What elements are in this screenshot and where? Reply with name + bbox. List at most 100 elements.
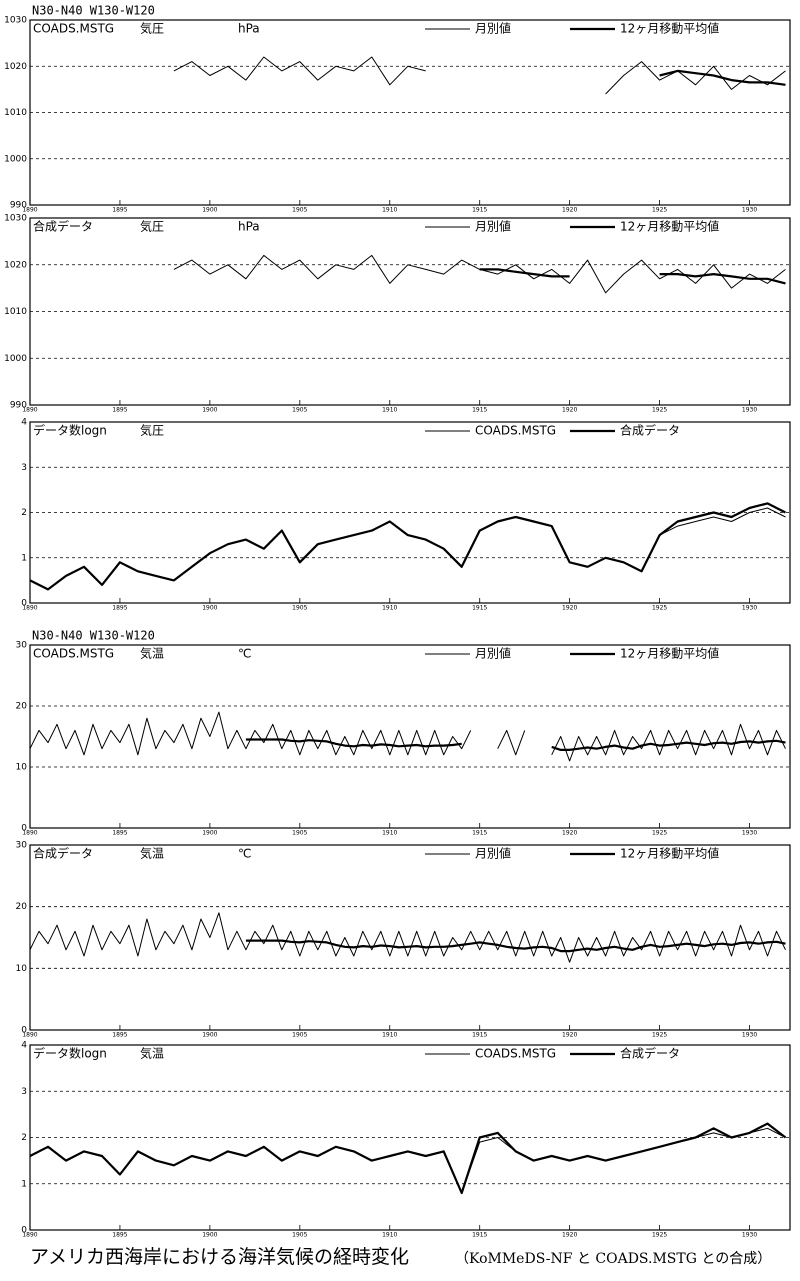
x-tick-label: 1900 [202, 605, 217, 612]
x-tick-label: 1905 [292, 207, 307, 214]
source-label: データ数logn [33, 1046, 107, 1061]
y-tick-label: 1020 [4, 62, 27, 72]
variable-label: 気温 [140, 1046, 164, 1061]
legend-label: 12ヶ月移動平均値 [620, 219, 719, 234]
y-tick-label: 2 [21, 508, 27, 518]
y-tick-label: 0 [21, 599, 27, 609]
y-tick-label: 30 [16, 841, 28, 851]
x-tick-label: 1890 [22, 207, 37, 214]
x-tick-label: 1920 [562, 1032, 577, 1039]
x-tick-label: 1915 [472, 1032, 487, 1039]
series-line [29, 507, 786, 590]
y-tick-label: 30 [16, 641, 28, 651]
y-tick-label: 1010 [4, 307, 27, 317]
source-label: 合成データ [33, 846, 93, 861]
y-tick-label: 0 [21, 1026, 27, 1036]
x-tick-label: 1920 [562, 1232, 577, 1239]
x-tick-label: 1920 [562, 830, 577, 837]
series-line [29, 711, 786, 762]
legend-label: 12ヶ月移動平均値 [620, 846, 719, 861]
variable-label: 気圧 [140, 21, 164, 36]
x-tick-label: 1930 [742, 830, 757, 837]
plot-frame [29, 644, 791, 829]
y-tick-label: 1020 [4, 260, 27, 270]
source-label: データ数logn [33, 423, 107, 438]
x-tick-label: 1915 [472, 605, 487, 612]
x-tick-label: 1905 [292, 1232, 307, 1239]
series-line [29, 502, 786, 591]
legend-label: 月別値 [475, 21, 511, 36]
x-tick-label: 1910 [382, 407, 397, 414]
y-tick-label: 0 [21, 824, 27, 834]
y-tick-label: 1010 [4, 108, 27, 118]
unit-label: hPa [238, 220, 260, 234]
series-line [29, 1122, 787, 1195]
y-tick-label: 1 [21, 1179, 27, 1189]
y-tick-label: 3 [21, 463, 27, 473]
x-tick-label: 1930 [742, 605, 757, 612]
y-tick-label: 2 [21, 1133, 27, 1143]
series-line [29, 912, 786, 963]
source-label: 合成データ [33, 219, 93, 234]
y-tick-label: 1 [21, 553, 27, 563]
x-tick-label: 1910 [382, 1032, 397, 1039]
x-tick-label: 1905 [292, 1032, 307, 1039]
x-tick-label: 1905 [292, 605, 307, 612]
series-line [479, 268, 786, 285]
x-tick-label: 1905 [292, 407, 307, 414]
x-tick-label: 1900 [202, 407, 217, 414]
legend-label: COADS.MSTG [475, 1047, 556, 1061]
x-tick-label: 1890 [22, 1232, 37, 1239]
x-tick-label: 1900 [202, 1232, 217, 1239]
x-tick-label: 1890 [22, 407, 37, 414]
legend-label: 12ヶ月移動平均値 [620, 646, 719, 661]
y-tick-label: 0 [21, 1226, 27, 1236]
x-tick-label: 1895 [112, 605, 127, 612]
y-tick-label: 10 [16, 763, 28, 773]
x-tick-label: 1930 [742, 1232, 757, 1239]
unit-label: ℃ [238, 647, 251, 661]
variable-label: 気圧 [140, 423, 164, 438]
x-tick-label: 1900 [202, 1032, 217, 1039]
x-tick-label: 1905 [292, 830, 307, 837]
y-tick-label: 990 [10, 201, 27, 211]
x-tick-label: 1930 [742, 207, 757, 214]
series-line [173, 254, 786, 294]
y-tick-label: 20 [16, 702, 28, 712]
source-label: COADS.MSTG [33, 647, 114, 661]
x-tick-label: 1925 [652, 1032, 667, 1039]
x-tick-label: 1920 [562, 207, 577, 214]
y-tick-label: 4 [21, 1041, 27, 1051]
x-tick-label: 1895 [112, 407, 127, 414]
unit-label: hPa [238, 22, 260, 36]
y-tick-label: 1000 [4, 354, 27, 364]
y-tick-label: 20 [16, 902, 28, 912]
region-header: N30-N40 W130-W120 [32, 4, 155, 18]
x-tick-label: 1915 [472, 1232, 487, 1239]
y-tick-label: 4 [21, 418, 27, 428]
x-tick-label: 1910 [382, 830, 397, 837]
x-tick-label: 1900 [202, 830, 217, 837]
variable-label: 気温 [140, 846, 164, 861]
x-tick-label: 1910 [382, 1232, 397, 1239]
x-tick-label: 1895 [112, 830, 127, 837]
x-tick-label: 1915 [472, 407, 487, 414]
legend-label: 合成データ [620, 1046, 680, 1061]
series-line [245, 738, 786, 751]
y-tick-label: 1030 [4, 16, 27, 26]
series-line [245, 939, 786, 953]
x-tick-label: 1895 [112, 1032, 127, 1039]
series-line [29, 1127, 786, 1194]
variable-label: 気温 [140, 646, 164, 661]
x-tick-label: 1930 [742, 1032, 757, 1039]
x-tick-label: 1920 [562, 605, 577, 612]
legend-label: 合成データ [620, 423, 680, 438]
x-tick-label: 1920 [562, 407, 577, 414]
x-tick-label: 1900 [202, 207, 217, 214]
legend-label: 月別値 [475, 846, 511, 861]
x-tick-label: 1910 [382, 207, 397, 214]
caption-sub: （KoMMeDS-NF と COADS.MSTG との合成） [455, 1251, 771, 1267]
caption-main: アメリカ西海岸における海洋気候の経時変化 [30, 1246, 409, 1268]
region-header: N30-N40 W130-W120 [32, 629, 155, 643]
